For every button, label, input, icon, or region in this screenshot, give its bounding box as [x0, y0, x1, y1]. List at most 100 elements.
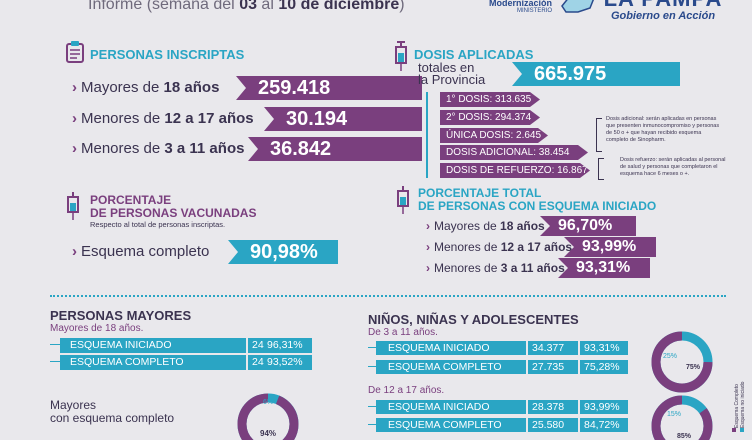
date-mid: al [256, 0, 279, 13]
ninos-subtitle1: De 3 a 11 años. [368, 327, 438, 338]
row-pct: 75,28% [580, 360, 628, 374]
ninos-row: ESQUEMA INICIADO 28.378 93,99% [368, 400, 638, 414]
legend-swatch-purple [732, 428, 736, 432]
row-pct: 84,72% [580, 418, 628, 432]
ptotal-label: Menores de 12 a 17 años [426, 240, 572, 254]
dosis-sub1: totales en [418, 60, 475, 75]
porcentaje-value: 90,98% [228, 240, 338, 264]
report-header: Informe (semana del 03 al 10 de diciembr… [88, 0, 405, 14]
donut-legend: Esquema Completo Esquema no iniciado [730, 380, 750, 440]
ptotal-row: Menores de 3 a 11 años 93,31% [426, 258, 686, 278]
row-arrow-icon [368, 406, 376, 407]
ninos-donut-2: 15% 85% [651, 395, 713, 440]
row-arrow-icon [368, 347, 376, 348]
ptotal-title2: DE PERSONAS CON ESQUEMA INICIADO [418, 199, 657, 213]
syringe-icon [396, 186, 410, 219]
legend-label2: Esquema no iniciado [740, 381, 746, 428]
dosis-row: 1° DOSIS: 313.635 [440, 92, 540, 107]
inscriptas-label: Menores de 3 a 11 años [72, 140, 244, 157]
inscriptas-row: Menores de 3 a 11 años 36.842 [72, 137, 422, 161]
inscriptas-row: Menores de 12 a 17 años 30.194 [72, 107, 422, 131]
mayores-donut: 6% 94% [237, 393, 299, 440]
report-prefix: Informe (semana del [88, 0, 240, 13]
mayores-donut-label1: Mayores [50, 398, 97, 412]
note-refuerzo: Dosis refuerzo: serán aplicadas al perso… [620, 157, 726, 177]
ministry-logo: Modernización MINISTERIO [478, 0, 552, 14]
ministry-sub: MINISTERIO [516, 8, 552, 14]
donut-big-label: 94% [260, 429, 276, 438]
syringe-icon [394, 41, 408, 76]
donut-small-label: 6% [263, 399, 273, 406]
row-label: ESQUEMA COMPLETO [376, 418, 526, 432]
ninos-row: ESQUEMA COMPLETO 27.735 75,28% [368, 360, 638, 374]
date-from: 03 [239, 0, 257, 13]
row-count: 28.378 [528, 400, 578, 414]
dosis-title: DOSIS APLICADAS [414, 47, 534, 62]
row-arrow-icon [368, 424, 376, 425]
row-label: ESQUEMA INICIADO [376, 341, 526, 355]
row-pct: 96,31% [264, 338, 310, 353]
ninos-subtitle2: De 12 a 17 años. [368, 385, 445, 396]
dosis-row: 2° DOSIS: 294.374 [440, 110, 540, 125]
row-label: ESQUEMA COMPLETO [376, 360, 526, 374]
row-count: 27.735 [528, 360, 578, 374]
row-pct: 93,52% [264, 355, 310, 370]
gov-logo-icon [560, 0, 598, 16]
inscriptas-value: 36.842 [248, 137, 422, 161]
donut-small-label: 15% [667, 411, 681, 418]
porcentaje-title2: DE PERSONAS VACUNADAS [90, 206, 257, 220]
bracket-adicional [596, 118, 602, 152]
inscriptas-row: Mayores de 18 años 259.418 [72, 76, 422, 100]
gov-slogan: Gobierno en Acción [610, 10, 716, 22]
inscriptas-label: Menores de 12 a 17 años [72, 110, 254, 127]
donut-big-label: 85% [677, 433, 692, 440]
ninos-donut-1: 25% 75% [651, 331, 713, 393]
porcentaje-title1: PORCENTAJE [90, 193, 172, 207]
ptotal-value: 93,31% [558, 258, 650, 278]
note-adicional: Dosis adicional: serán aplicadas en pers… [606, 116, 720, 143]
dosis-row: DOSIS DE REFUERZO: 16.867 [440, 163, 590, 178]
row-arrow-icon [368, 366, 376, 367]
ninos-row: ESQUEMA COMPLETO 25.580 84,72% [368, 418, 638, 432]
dosis-arrow-icon [426, 92, 434, 178]
inscriptas-value: 259.418 [236, 76, 422, 100]
porcentaje-subtitle: Respecto al total de personas inscriptas… [90, 220, 226, 229]
clipboard-icon [66, 41, 84, 68]
row-count: 25.580 [528, 418, 578, 432]
dosis-sub2: la Provincia [418, 72, 486, 87]
ninos-row: ESQUEMA INICIADO 34.377 93,31% [368, 341, 638, 355]
row-pct: 93,99% [580, 400, 628, 414]
ptotal-value: 93,99% [564, 237, 656, 257]
bracket-refuerzo [598, 158, 604, 180]
row-count: 34.377 [528, 341, 578, 355]
row-label: ESQUEMA COMPLETO [60, 355, 246, 370]
row-arrow-icon [50, 361, 60, 362]
ptotal-row: Mayores de 18 años 96,70% [426, 216, 686, 236]
ptotal-label: Menores de 3 a 11 años [426, 261, 565, 275]
ptotal-label: Mayores de 18 años [426, 219, 545, 233]
syringe-icon [66, 192, 80, 225]
mayores-subtitle: Mayores de 18 años. [50, 323, 144, 334]
dosis-row: ÚNICA DOSIS: 2.645 [440, 128, 548, 143]
donut-big-label: 75% [686, 364, 701, 371]
donut-fill [651, 395, 713, 440]
inscriptas-value: 30.194 [264, 107, 422, 131]
ninos-title: NIÑOS, NIÑAS Y ADOLESCENTES [368, 312, 579, 327]
row-label: ESQUEMA INICIADO [60, 338, 246, 353]
row-label: ESQUEMA INICIADO [376, 400, 526, 414]
donut-fill [237, 393, 299, 440]
dosis-total: 665.975 [512, 62, 680, 86]
ptotal-title1: PORCENTAJE TOTAL [418, 186, 542, 200]
row-pct: 93,31% [580, 341, 628, 355]
date-to: 10 de diciembre [278, 0, 400, 13]
inscriptas-title: PERSONAS INSCRIPTAS [90, 47, 245, 62]
porcentaje-label: Esquema completo [72, 243, 209, 260]
inscriptas-label: Mayores de 18 años [72, 79, 219, 96]
mayores-donut-label2: con esquema completo [50, 411, 175, 425]
dosis-row: DOSIS ADICIONAL: 38.454 [440, 145, 588, 160]
report-suffix: ) [399, 0, 405, 13]
donut-small-label: 25% [663, 353, 677, 360]
gov-logo: LA PAMPA Gobierno en Acción [598, 0, 728, 22]
section-divider [50, 295, 726, 297]
ptotal-value: 96,70% [540, 216, 636, 236]
